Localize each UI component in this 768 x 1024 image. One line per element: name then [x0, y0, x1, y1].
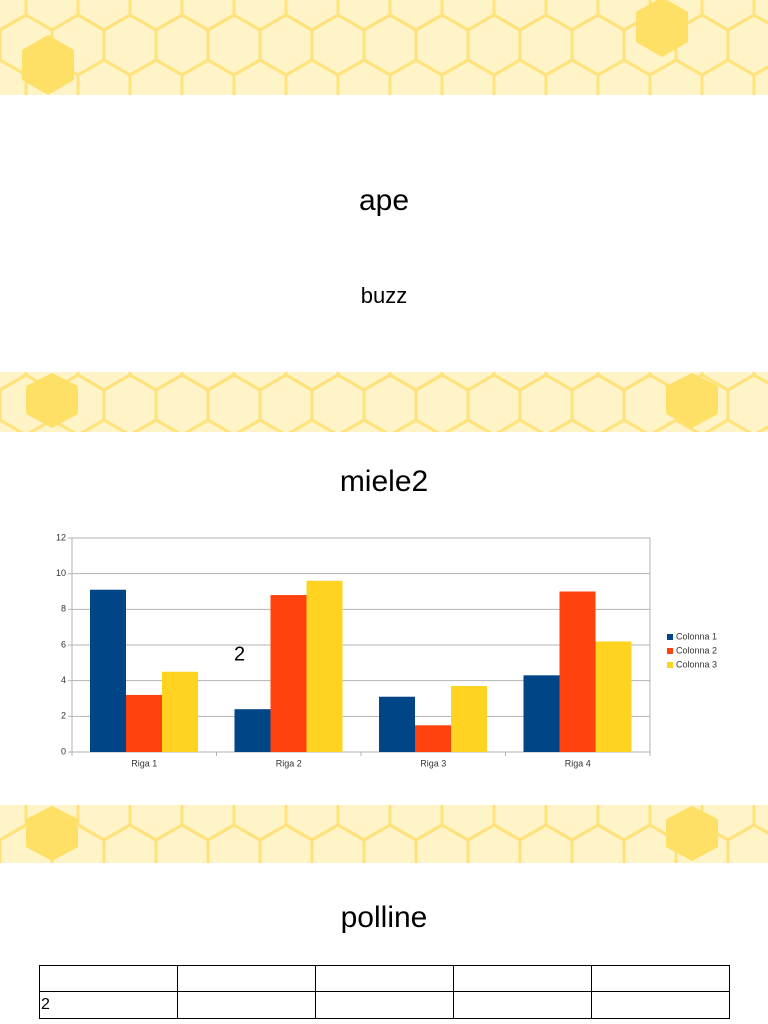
- bar: [270, 595, 307, 752]
- section-heading: polline: [341, 901, 428, 934]
- bar: [379, 696, 415, 752]
- x-tick-label: Riga 2: [276, 758, 302, 768]
- heading: miele2: [340, 465, 428, 498]
- chart: 0 2 4 6 8 10 12 Riga 1 Riga 2 Riga 3 Riga 4 2 Colonn…: [56, 532, 717, 768]
- bar: [523, 675, 560, 752]
- honeycomb-middle: [0, 372, 768, 432]
- x-tick-label: Riga 4: [565, 758, 591, 768]
- bar: [234, 709, 271, 752]
- bar: [451, 686, 487, 752]
- bar: [415, 725, 451, 752]
- legend-label: Colonna 2: [676, 645, 717, 655]
- legend-swatch: [667, 648, 673, 654]
- table: [39, 965, 730, 1019]
- table-cell: 2: [41, 996, 50, 1013]
- honeycomb-top: [0, 0, 768, 95]
- x-tick-label: Riga 1: [131, 758, 157, 768]
- bar: [595, 641, 632, 752]
- legend-label: Colonna 1: [676, 631, 717, 641]
- bar: [306, 580, 343, 752]
- y-tick-label: 2: [61, 711, 66, 721]
- y-tick-label: 4: [61, 675, 66, 685]
- x-tick-label: Riga 3: [420, 758, 446, 768]
- honeycomb-bottom: [0, 805, 768, 863]
- annotation: 2: [234, 643, 245, 665]
- y-tick-label: 0: [61, 746, 66, 756]
- y-tick-label: 8: [61, 604, 66, 614]
- y-tick-label: 10: [56, 568, 66, 578]
- bar: [126, 694, 162, 752]
- legend-label: Colonna 3: [676, 659, 717, 669]
- subtitle: buzz: [361, 283, 407, 308]
- legend-swatch: [667, 634, 673, 640]
- y-tick-label: 12: [56, 532, 66, 542]
- bar: [162, 671, 198, 752]
- legend-swatch: [667, 662, 673, 668]
- bar: [559, 591, 596, 752]
- title: ape: [359, 184, 409, 217]
- y-tick-label: 6: [61, 639, 66, 649]
- bar: [90, 589, 126, 752]
